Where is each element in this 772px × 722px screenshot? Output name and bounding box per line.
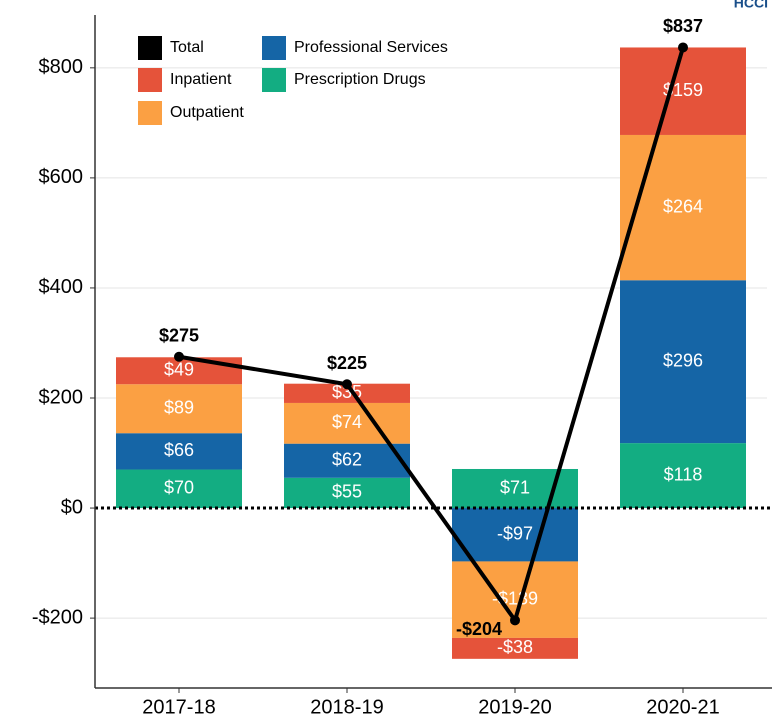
bar-segment xyxy=(284,443,410,478)
total-value-label: $225 xyxy=(327,353,367,373)
bar-segment xyxy=(620,280,746,444)
bar-value-label: $71 xyxy=(500,477,530,497)
y-tick-label: $0 xyxy=(61,496,83,518)
bar-value-label: $66 xyxy=(164,440,194,460)
legend-swatch xyxy=(262,36,286,60)
total-line xyxy=(178,46,685,625)
legend-swatch xyxy=(138,101,162,125)
legend-label: Prescription Drugs xyxy=(294,71,426,88)
bar-segment xyxy=(620,47,746,135)
y-tick-label: $800 xyxy=(39,56,84,78)
legend-swatch xyxy=(262,68,286,92)
y-tick-label: $400 xyxy=(39,276,84,298)
bar-value-label: -$38 xyxy=(497,637,533,657)
y-tick-label: -$200 xyxy=(32,606,83,628)
x-tick-label: 2018-19 xyxy=(310,696,383,718)
bar-value-label: $62 xyxy=(332,449,362,469)
total-point xyxy=(174,351,184,362)
bar-segment xyxy=(284,402,410,444)
legend-label: Inpatient xyxy=(170,71,232,88)
bar-value-label: $264 xyxy=(663,196,703,216)
total-value-label: $837 xyxy=(663,16,703,36)
bar-segment xyxy=(452,637,578,659)
bar-segment xyxy=(116,433,242,470)
total-point xyxy=(342,379,352,390)
x-tick-label: 2020-21 xyxy=(646,696,719,718)
bar-value-label: $296 xyxy=(663,350,703,370)
bar-value-label: $89 xyxy=(164,397,194,417)
bar-segment xyxy=(620,134,746,281)
bar-segment xyxy=(284,477,410,509)
legend-swatch xyxy=(138,36,162,60)
bar-value-label: $70 xyxy=(164,478,194,498)
bar-segment xyxy=(620,443,746,509)
x-tick-label: 2019-20 xyxy=(478,696,551,718)
legend-label: Total xyxy=(170,39,204,56)
total-point xyxy=(510,615,520,626)
bar-segment xyxy=(116,384,242,434)
bar-value-label: -$97 xyxy=(497,523,533,543)
x-tick-label: 2017-18 xyxy=(142,696,215,718)
logo: HCCI xyxy=(734,0,768,11)
total-value-label: -$204 xyxy=(456,619,502,639)
bar-segment xyxy=(284,383,410,403)
bar-segment xyxy=(452,508,578,562)
bar-value-label: $118 xyxy=(664,464,703,484)
legend-label: Outpatient xyxy=(170,104,244,121)
total-point xyxy=(678,42,688,53)
bar-value-label: $55 xyxy=(332,482,362,502)
legend-label: Professional Services xyxy=(294,39,448,56)
total-value-label: $275 xyxy=(159,325,199,345)
y-tick-label: $600 xyxy=(39,166,84,188)
legend-swatch xyxy=(138,68,162,92)
bar-value-label: $74 xyxy=(332,412,362,432)
bar-segment xyxy=(116,469,242,509)
bar-value-label: $49 xyxy=(164,360,194,380)
y-tick-label: $200 xyxy=(39,386,84,408)
